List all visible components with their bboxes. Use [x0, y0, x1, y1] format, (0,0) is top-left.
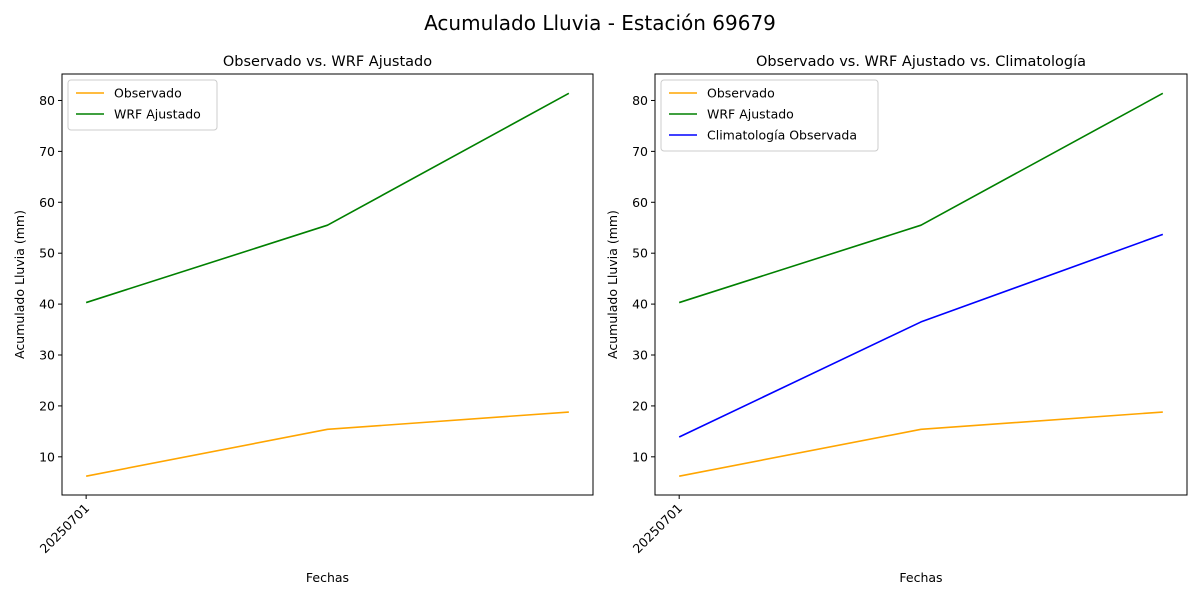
y-tick-label: 50: [39, 246, 55, 261]
x-axis-label: Fechas: [899, 570, 942, 585]
axes-frame: [61, 73, 594, 496]
series-line-wrf-ajustado: [85, 92, 570, 304]
y-tick-label: 40: [39, 297, 55, 312]
y-tick-label: 20: [39, 398, 55, 413]
y-axis-label: Acumulado Lluvia (mm): [12, 210, 27, 359]
legend-label: WRF Ajustado: [707, 107, 794, 122]
y-tick-label: 10: [632, 449, 648, 464]
y-tick-label: 10: [39, 449, 55, 464]
x-tick-label: 20250701: [630, 501, 686, 557]
x-tick-label: 20250701: [37, 501, 93, 557]
y-tick-label: 20: [632, 398, 648, 413]
y-tick-label: 80: [39, 93, 55, 108]
legend-label: WRF Ajustado: [114, 107, 201, 122]
legend-label: Observado: [707, 86, 775, 101]
y-tick-label: 60: [632, 195, 648, 210]
legend: Observado WRF Ajustado Climatología Observ…: [660, 79, 879, 152]
y-tick-label: 80: [632, 93, 648, 108]
figure-suptitle: Acumulado Lluvia - Estación 69679: [424, 11, 776, 35]
y-tick-label: 70: [632, 144, 648, 159]
series-line-wrf-ajustado: [678, 92, 1164, 304]
legend-box: [660, 79, 879, 152]
legend: Observado WRF Ajustado: [67, 79, 218, 131]
axes-title: Observado vs. WRF Ajustado: [223, 54, 432, 70]
y-tick-label: 60: [39, 195, 55, 210]
series-line-observado: [679, 411, 1163, 477]
y-tick-label: 70: [39, 144, 55, 159]
y-tick-label: 30: [39, 348, 55, 363]
series-line-climatolog-a-observada: [678, 233, 1164, 438]
legend-label: Climatología Observada: [707, 128, 857, 143]
legend-label: Observado: [114, 86, 182, 101]
subplot-observado-wrf: Observado vs. WRF Ajustado 10 20 30 40 50 60 70…: [12, 54, 594, 585]
y-tick-label: 30: [632, 348, 648, 363]
y-axis-label: Acumulado Lluvia (mm): [605, 210, 620, 359]
legend-box: [67, 79, 218, 131]
series-line-observado: [85, 411, 569, 477]
x-axis-label: Fechas: [306, 570, 349, 585]
axes-frame: [654, 73, 1188, 496]
subplot-observado-wrf-climatologia: Observado vs. WRF Ajustado vs. Climatolo…: [605, 54, 1188, 585]
y-tick-label: 50: [632, 246, 648, 261]
y-tick-label: 40: [632, 297, 648, 312]
axes-title: Observado vs. WRF Ajustado vs. Climatolo…: [756, 54, 1086, 70]
